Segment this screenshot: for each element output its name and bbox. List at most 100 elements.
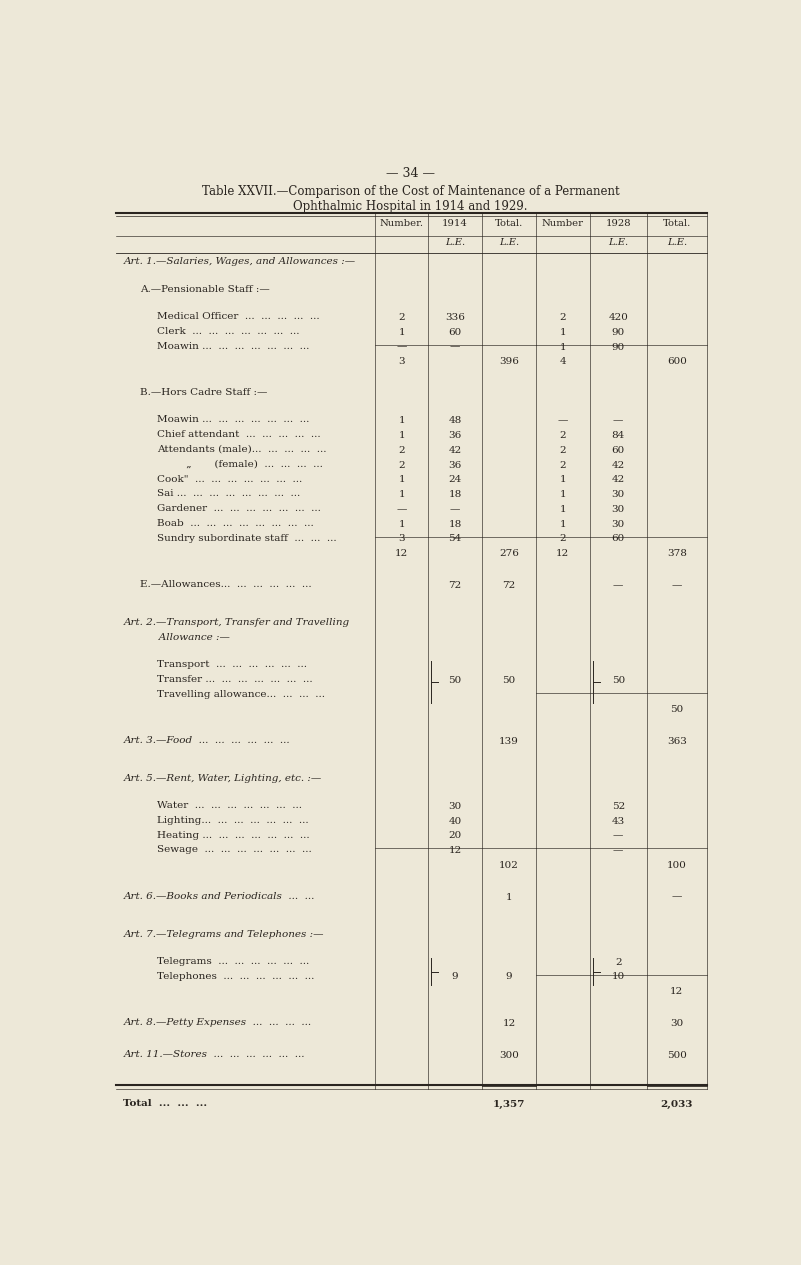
Text: 2: 2 [398,312,405,323]
Text: 100: 100 [666,861,686,870]
Text: 1: 1 [559,505,566,514]
Text: 50: 50 [612,676,625,684]
Text: Total.: Total. [662,219,690,228]
Text: 1928: 1928 [606,219,631,228]
Text: Allowance :—: Allowance :— [123,632,230,641]
Text: 30: 30 [612,505,625,514]
Text: —: — [613,416,623,425]
Text: 30: 30 [449,802,461,811]
Text: 36: 36 [449,431,461,440]
Text: Table XXVII.—Comparison of the Cost of Maintenance of a Permanent: Table XXVII.—Comparison of the Cost of M… [202,185,619,197]
Text: L.E.: L.E. [499,238,519,247]
Text: 1: 1 [505,893,513,902]
Text: 396: 396 [499,357,519,367]
Text: L.E.: L.E. [666,238,686,247]
Text: —: — [396,343,407,352]
Text: 420: 420 [608,312,628,323]
Text: Water  ...  ...  ...  ...  ...  ...  ...: Water ... ... ... ... ... ... ... [158,801,303,810]
Text: 1,357: 1,357 [493,1101,525,1109]
Text: 1: 1 [398,476,405,484]
Text: 60: 60 [612,534,625,544]
Text: 50: 50 [670,705,683,713]
Text: 1: 1 [559,490,566,500]
Text: 9: 9 [452,973,458,982]
Text: Art. 8.—Petty Expenses  ...  ...  ...  ...: Art. 8.—Petty Expenses ... ... ... ... [123,1018,312,1027]
Text: —: — [450,343,461,352]
Text: B.—Hors Cadre Staff :—: B.—Hors Cadre Staff :— [140,388,268,397]
Text: 50: 50 [502,676,516,684]
Text: 18: 18 [449,520,461,529]
Text: 9: 9 [505,973,513,982]
Text: 24: 24 [449,476,461,484]
Text: —: — [396,505,407,514]
Text: 2: 2 [615,958,622,966]
Text: 1: 1 [559,328,566,336]
Text: Clerk  ...  ...  ...  ...  ...  ...  ...: Clerk ... ... ... ... ... ... ... [158,328,300,336]
Text: 1: 1 [559,520,566,529]
Text: Total  ...  ...  ...: Total ... ... ... [123,1099,207,1108]
Text: 30: 30 [670,1018,683,1028]
Text: A.—Pensionable Staff :—: A.—Pensionable Staff :— [140,285,270,295]
Text: 2,033: 2,033 [661,1101,693,1109]
Text: 30: 30 [612,490,625,500]
Text: Telephones  ...  ...  ...  ...  ...  ...: Telephones ... ... ... ... ... ... [158,972,315,980]
Text: Chief attendant  ...  ...  ...  ...  ...: Chief attendant ... ... ... ... ... [158,430,321,439]
Text: Telegrams  ...  ...  ...  ...  ...  ...: Telegrams ... ... ... ... ... ... [158,956,310,966]
Text: 30: 30 [612,520,625,529]
Text: 1: 1 [398,520,405,529]
Text: 1: 1 [398,416,405,425]
Text: 3: 3 [398,357,405,367]
Text: 43: 43 [612,817,625,826]
Text: 12: 12 [556,549,570,558]
Text: 42: 42 [612,476,625,484]
Text: 48: 48 [449,416,461,425]
Text: —: — [613,831,623,840]
Text: 12: 12 [395,549,409,558]
Text: Number.: Number. [380,219,424,228]
Text: 60: 60 [449,328,461,336]
Text: —: — [671,581,682,589]
Text: Art. 11.—Stores  ...  ...  ...  ...  ...  ...: Art. 11.—Stores ... ... ... ... ... ... [123,1050,305,1059]
Text: 4: 4 [559,357,566,367]
Text: 2: 2 [559,534,566,544]
Text: Boab  ...  ...  ...  ...  ...  ...  ...  ...: Boab ... ... ... ... ... ... ... ... [158,519,314,528]
Text: 40: 40 [449,817,461,826]
Text: 1: 1 [559,343,566,352]
Text: Ophthalmic Hospital in 1914 and 1929.: Ophthalmic Hospital in 1914 and 1929. [293,200,528,214]
Text: Number: Number [541,219,584,228]
Text: 2: 2 [559,460,566,469]
Text: 1914: 1914 [442,219,468,228]
Text: 72: 72 [449,581,461,589]
Text: —: — [671,893,682,902]
Text: —: — [613,581,623,589]
Text: 378: 378 [666,549,686,558]
Text: 600: 600 [666,357,686,367]
Text: 2: 2 [559,312,566,323]
Text: Moawin ...  ...  ...  ...  ...  ...  ...: Moawin ... ... ... ... ... ... ... [158,342,310,350]
Text: 12: 12 [670,987,683,997]
Text: 90: 90 [612,343,625,352]
Text: Attendants (male)...  ...  ...  ...  ...: Attendants (male)... ... ... ... ... [158,445,327,454]
Text: 102: 102 [499,861,519,870]
Text: Moawin ...  ...  ...  ...  ...  ...  ...: Moawin ... ... ... ... ... ... ... [158,415,310,425]
Text: 90: 90 [612,328,625,336]
Text: Cook"  ...  ...  ...  ...  ...  ...  ...: Cook" ... ... ... ... ... ... ... [158,474,303,483]
Text: Travelling allowance...  ...  ...  ...: Travelling allowance... ... ... ... [158,689,325,698]
Text: 336: 336 [445,312,465,323]
Text: 84: 84 [612,431,625,440]
Text: L.E.: L.E. [445,238,465,247]
Text: 10: 10 [612,973,625,982]
Text: Art. 5.—Rent, Water, Lighting, etc. :—: Art. 5.—Rent, Water, Lighting, etc. :— [123,774,322,783]
Text: 363: 363 [666,736,686,746]
Text: 2: 2 [398,460,405,469]
Text: 1: 1 [398,328,405,336]
Text: 276: 276 [499,549,519,558]
Text: „       (female)  ...  ...  ...  ...: „ (female) ... ... ... ... [158,459,324,469]
Text: Sundry subordinate staff  ...  ...  ...: Sundry subordinate staff ... ... ... [158,534,337,543]
Text: Sai ...  ...  ...  ...  ...  ...  ...  ...: Sai ... ... ... ... ... ... ... ... [158,490,300,498]
Text: Medical Officer  ...  ...  ...  ...  ...: Medical Officer ... ... ... ... ... [158,312,320,321]
Text: L.E.: L.E. [608,238,628,247]
Text: —: — [557,416,568,425]
Text: 50: 50 [449,676,461,684]
Text: 60: 60 [612,445,625,454]
